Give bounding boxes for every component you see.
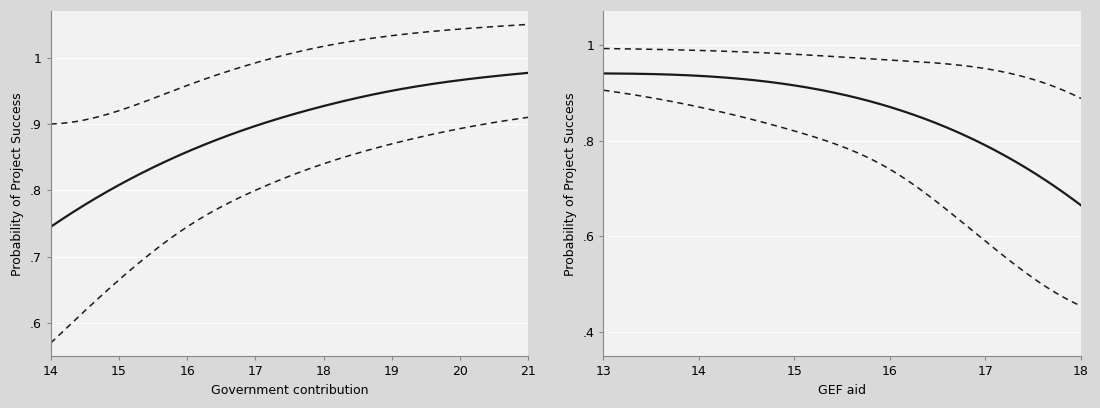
X-axis label: GEF aid: GEF aid [818, 384, 866, 397]
Y-axis label: Probability of Project Success: Probability of Project Success [11, 92, 24, 275]
X-axis label: Government contribution: Government contribution [211, 384, 368, 397]
Y-axis label: Probability of Project Success: Probability of Project Success [564, 92, 576, 275]
